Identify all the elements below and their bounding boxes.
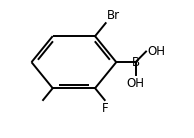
Text: B: B <box>132 56 140 69</box>
Text: F: F <box>101 102 108 115</box>
Text: OH: OH <box>126 77 145 90</box>
Text: Br: Br <box>107 9 120 22</box>
Text: OH: OH <box>147 45 165 58</box>
